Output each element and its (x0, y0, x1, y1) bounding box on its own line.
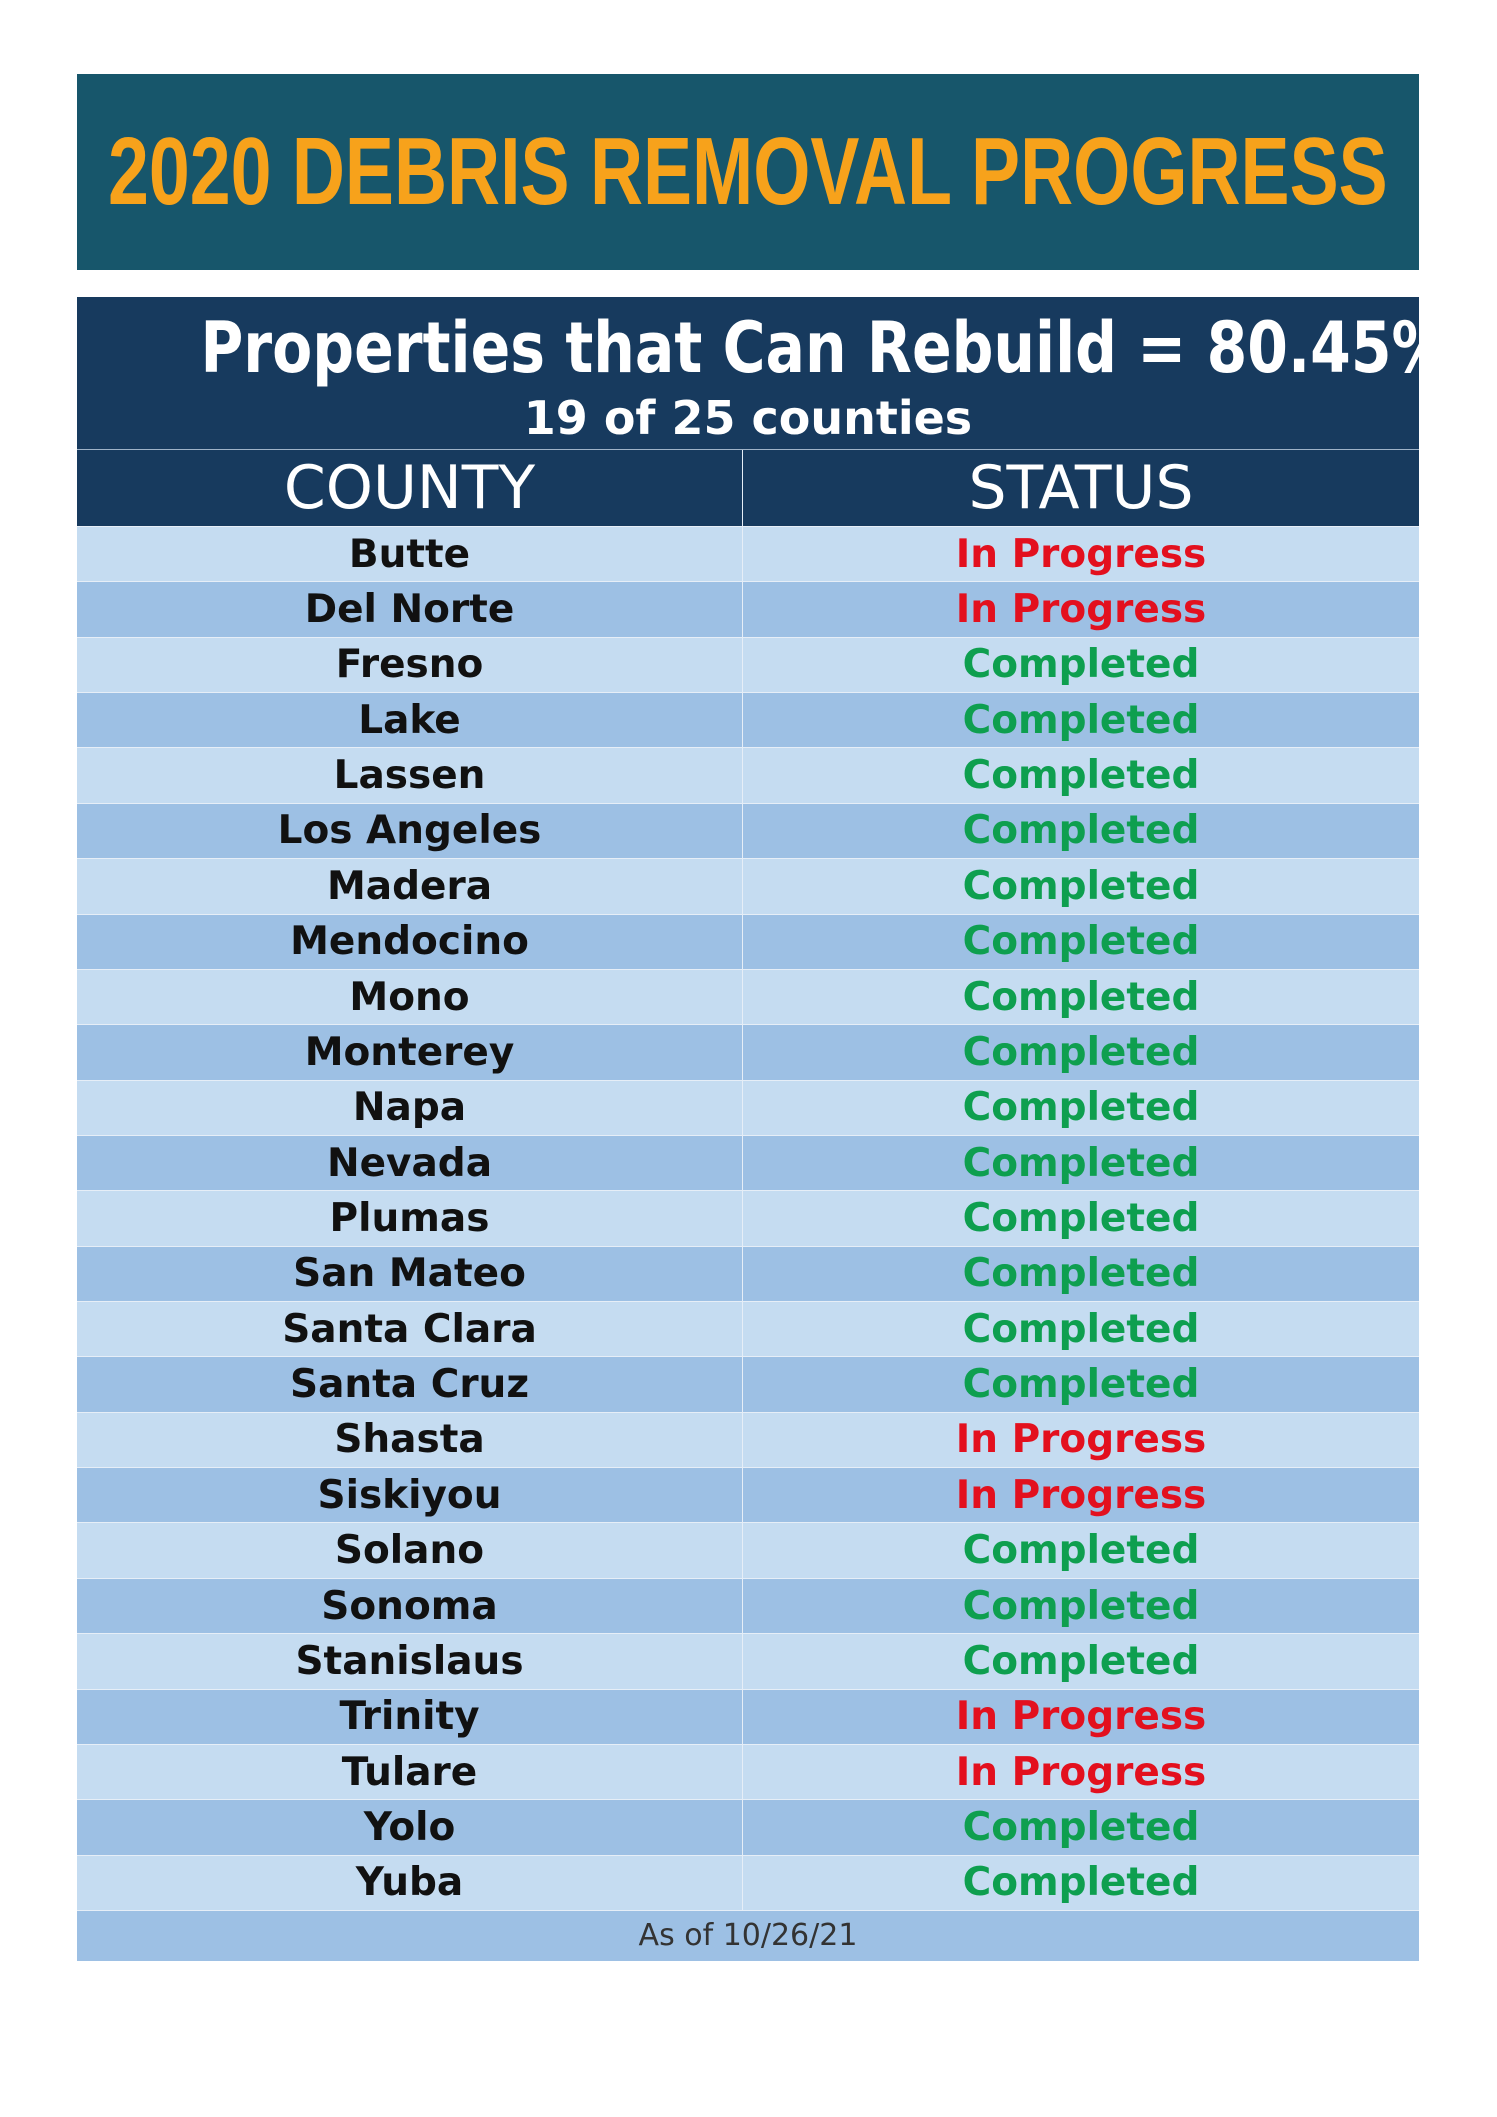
table-row: Del Norte In Progress (77, 581, 1419, 637)
status: Completed (962, 1195, 1200, 1241)
county: Napa (77, 1080, 743, 1135)
table-row: Butte In Progress (77, 526, 1419, 582)
headline: Properties that Can Rebuild = 80.45% (200, 307, 1419, 389)
table-row: Lassen Completed (77, 747, 1419, 803)
status: In Progress (955, 531, 1207, 577)
subheadline: 19 of 25 counties (523, 391, 973, 445)
county: Nevada (77, 1135, 743, 1191)
status: Completed (962, 1362, 1200, 1408)
county: Sonoma (77, 1578, 743, 1634)
county: Del Norte (77, 582, 743, 637)
table-row: Fresno Completed (77, 636, 1419, 693)
status: Completed (962, 919, 1200, 965)
table-row: Monterey Completed (77, 1024, 1419, 1080)
summary: Properties that Can Rebuild = 80.45% 19 … (77, 297, 1419, 449)
table-row: Tulare In Progress (77, 1743, 1419, 1800)
county: San Mateo (77, 1246, 743, 1302)
table-body: Butte In Progress Del Norte In Progress Fres… (77, 526, 1419, 1910)
status: In Progress (955, 1417, 1207, 1463)
county: Santa Cruz (77, 1357, 743, 1412)
status: Completed (962, 1528, 1200, 1574)
status: In Progress (955, 1694, 1207, 1740)
county: Los Angeles (77, 803, 743, 859)
county: Santa Clara (77, 1302, 743, 1357)
status: Completed (962, 1140, 1200, 1186)
status: Completed (962, 697, 1200, 743)
county: Fresno (77, 637, 743, 693)
county: Mono (77, 969, 743, 1025)
table-row: Plumas Completed (77, 1190, 1419, 1246)
status: Completed (962, 1804, 1200, 1850)
county: Yolo (77, 1800, 743, 1855)
status: Completed (962, 1251, 1200, 1297)
status: Completed (962, 642, 1200, 688)
table-row: San Mateo Completed (77, 1245, 1419, 1302)
table-row: Sonoma Completed (77, 1577, 1419, 1634)
table-row: Yolo Completed (77, 1799, 1419, 1855)
county: Shasta (77, 1412, 743, 1468)
county: Mendocino (77, 914, 743, 969)
status: In Progress (955, 1472, 1207, 1518)
county: Madera (77, 859, 743, 914)
table-row: Nevada Completed (77, 1134, 1419, 1191)
footer-note: As of 10/26/21 (77, 1909, 1419, 1961)
table-row: Mono Completed (77, 968, 1419, 1025)
table-row: Shasta In Progress (77, 1411, 1419, 1468)
county: Monterey (77, 1025, 743, 1080)
status: Completed (962, 753, 1200, 799)
table-row: Trinity In Progress (77, 1688, 1419, 1744)
status: Completed (962, 1085, 1200, 1131)
title: 2020 DEBRIS REMOVAL PROGRESS (108, 118, 1388, 225)
table-row: Lake Completed (77, 692, 1419, 748)
table-row: Yuba Completed (77, 1854, 1419, 1910)
county: Siskiyou (77, 1468, 743, 1523)
table-row: Los Angeles Completed (77, 802, 1419, 859)
status: Completed (962, 1306, 1200, 1352)
table-row: Stanislaus Completed (77, 1633, 1419, 1689)
status: In Progress (955, 587, 1207, 633)
county: Yuba (77, 1855, 743, 1910)
column-header: COUNTY (77, 450, 743, 526)
table-row: Santa Clara Completed (77, 1301, 1419, 1357)
title-banner: 2020 DEBRIS REMOVAL PROGRESS (77, 74, 1419, 270)
county: Stanislaus (77, 1634, 743, 1689)
county: Tulare (77, 1744, 743, 1800)
status: In Progress (955, 1749, 1207, 1795)
status: Completed (962, 863, 1200, 909)
status: Completed (962, 974, 1200, 1020)
status: Completed (962, 1860, 1200, 1906)
table-row: Napa Completed (77, 1079, 1419, 1135)
county: Trinity (77, 1689, 743, 1744)
county: Butte (77, 527, 743, 582)
status-table: Properties that Can Rebuild = 80.45% 19 … (77, 297, 1419, 1961)
status: Completed (962, 1029, 1200, 1075)
status: Completed (962, 1638, 1200, 1684)
county: Lake (77, 693, 743, 748)
table-row: Solano Completed (77, 1522, 1419, 1578)
county: Plumas (77, 1191, 743, 1246)
status: Completed (962, 1583, 1200, 1629)
county: Lassen (77, 748, 743, 803)
table-row: Madera Completed (77, 858, 1419, 914)
table-row: Siskiyou In Progress (77, 1467, 1419, 1523)
column-header: STATUS (968, 453, 1194, 523)
status: Completed (962, 808, 1200, 854)
table-row: Santa Cruz Completed (77, 1356, 1419, 1412)
header-row: COUNTY STATUS (77, 449, 1419, 526)
table-row: Mendocino Completed (77, 913, 1419, 969)
county: Solano (77, 1523, 743, 1578)
